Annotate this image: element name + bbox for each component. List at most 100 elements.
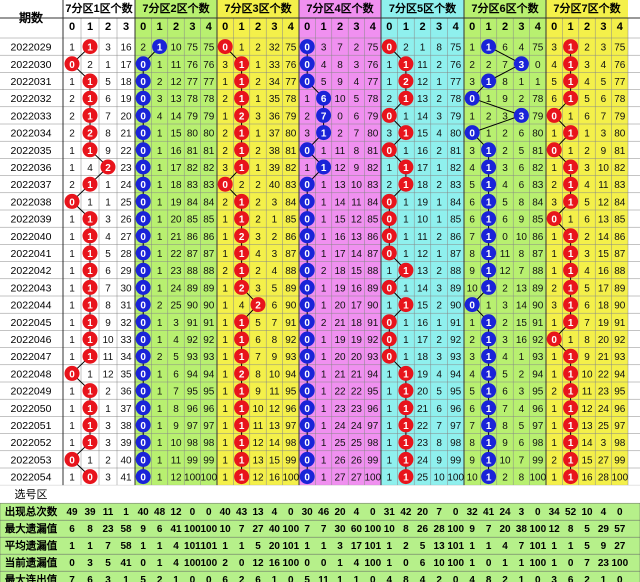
cell-value: 20 — [334, 352, 346, 363]
cell-value: 5 — [272, 283, 278, 294]
cell-value: 10 — [170, 43, 182, 54]
cell-value: 1 — [321, 335, 327, 346]
cell-value: 5 — [436, 387, 442, 398]
cell-value: 5 — [173, 352, 179, 363]
cell-value: 3 — [551, 301, 557, 312]
stat-value: 17 — [351, 541, 363, 552]
hit-ball — [135, 279, 151, 295]
hit-ball — [135, 400, 151, 416]
cell-value: 80 — [367, 129, 379, 140]
cell-value: 1 — [321, 232, 327, 243]
cell-value: 10 — [434, 473, 446, 484]
stat-value: 29 — [598, 524, 610, 535]
cell-value: 10 — [269, 369, 281, 380]
cell-value: 5 — [469, 180, 475, 191]
cell-value: 78 — [187, 94, 199, 105]
cell-value: 14 — [351, 249, 363, 260]
cell-value: 28 — [120, 249, 132, 260]
cell-value: 15 — [516, 318, 528, 329]
cell-value: 28 — [598, 473, 610, 484]
hit-ball-label: 1 — [87, 404, 93, 415]
cell-value: 7 — [502, 404, 508, 415]
hit-ball — [381, 142, 397, 158]
stat-value: 23 — [102, 524, 114, 535]
cell-value: 96 — [203, 404, 215, 415]
hit-ball — [64, 365, 80, 381]
hit-ball-label: 1 — [486, 197, 492, 208]
hit-ball — [299, 73, 315, 89]
stat-value: 30 — [334, 524, 346, 535]
cell-value: 9 — [601, 146, 607, 157]
cell-value: 1 — [157, 249, 163, 260]
hit-ball — [299, 142, 315, 158]
cell-value: 98 — [367, 438, 379, 449]
period-label: 2022047 — [11, 351, 52, 363]
period-label: 2022040 — [11, 231, 52, 243]
cell-value: 100 — [282, 473, 299, 484]
stat-value: 0 — [321, 558, 327, 569]
cell-value: 9 — [173, 421, 179, 432]
cell-value: 11 — [598, 180, 609, 191]
hit-ball-label: 1 — [486, 421, 492, 432]
hit-ball-label: 1 — [87, 421, 93, 432]
cell-value: 6 — [519, 163, 525, 174]
cell-value: 40 — [120, 455, 132, 466]
cell-value: 2 — [436, 146, 442, 157]
cell-value: 15 — [581, 455, 593, 466]
cell-value: 1 — [551, 249, 557, 260]
cell-value: 3 — [584, 163, 590, 174]
cell-value: 2 — [584, 146, 590, 157]
hit-ball-label: 1 — [239, 352, 245, 363]
hit-ball-label: 0 — [140, 473, 146, 484]
cell-value: 2 — [157, 352, 163, 363]
hit-ball-label: 0 — [140, 94, 146, 105]
cell-value: 15 — [170, 129, 182, 140]
stat-value: 1 — [469, 541, 475, 552]
cell-value: 7 — [337, 43, 343, 54]
stat-value: 8 — [87, 524, 93, 535]
cell-value: 1 — [403, 283, 409, 294]
cell-value: 94 — [614, 369, 626, 380]
stat-value: 1 — [486, 541, 492, 552]
period-label: 2022054 — [11, 472, 52, 484]
hit-ball-label: 0 — [387, 283, 393, 294]
cell-value: 1 — [69, 352, 75, 363]
cell-value: 1 — [157, 455, 163, 466]
stat-value: 27 — [614, 541, 626, 552]
stat-value: 3 — [87, 558, 93, 569]
stat-value: 7 — [486, 524, 492, 535]
hit-ball — [563, 279, 579, 295]
cell-value: 3 — [157, 94, 163, 105]
cell-value: 8 — [584, 335, 590, 346]
stat-value: 9 — [601, 541, 607, 552]
cell-value: 1 — [403, 215, 409, 226]
hit-ball — [234, 228, 250, 244]
stat-value: 100 — [200, 558, 217, 569]
cell-value: 89 — [203, 283, 215, 294]
cell-value: 2 — [502, 129, 508, 140]
hit-ball-label: 1 — [568, 301, 574, 312]
cell-value: 10 — [417, 215, 429, 226]
hit-ball — [481, 331, 497, 347]
cell-value: 78 — [367, 94, 379, 105]
cell-value: 1 — [157, 266, 163, 277]
cell-value: 3 — [436, 283, 442, 294]
cell-value: 2 — [157, 77, 163, 88]
hit-ball — [135, 211, 151, 227]
hit-ball — [234, 90, 250, 106]
cell-value: 90 — [614, 301, 626, 312]
digit-header: 1 — [87, 21, 93, 33]
cell-value: 5 — [584, 197, 590, 208]
stat-value: 1 — [337, 575, 343, 582]
cell-value: 1 — [222, 301, 228, 312]
stat-value: 5 — [304, 575, 310, 582]
hit-ball-label: 0 — [304, 43, 310, 54]
stat-value: 1 — [87, 541, 93, 552]
cell-value: 87 — [285, 249, 297, 260]
cell-value: 3 — [502, 301, 508, 312]
stat-value: 43 — [236, 507, 248, 518]
cell-value: 19 — [334, 335, 346, 346]
stat-value: 2 — [157, 575, 163, 582]
cell-value: 2 — [140, 43, 146, 54]
zone-header-1: 7分区1区个数 — [65, 1, 133, 15]
